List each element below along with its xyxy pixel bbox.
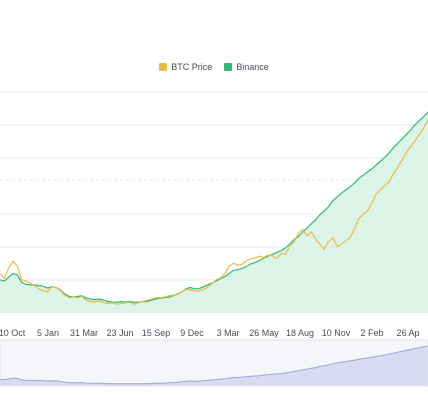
x-tick-label: 23 Jun [106,328,133,338]
x-tick-label: 15 Sep [142,328,171,338]
legend-item-btc[interactable]: BTC Price [159,62,212,72]
x-tick-label: 18 Aug [286,328,314,338]
legend-swatch-btc [159,63,168,71]
x-tick-label: 5 Jan [37,328,59,338]
x-tick-label: 10 Oct [0,328,26,338]
legend: BTC Price Binance [0,62,428,72]
navigator-frame[interactable] [0,339,428,387]
binance-area [0,112,428,313]
series-line-btc [0,119,428,305]
x-tick-label: 10 Nov [322,328,351,338]
legend-item-binance[interactable]: Binance [224,62,269,72]
x-tick-label: 9 Dec [180,328,204,338]
x-tick-label: 2 Feb [360,328,383,338]
legend-label-btc: BTC Price [171,62,213,72]
navigator-area [0,346,428,386]
legend-swatch-binance [224,63,233,71]
x-tick-label: 26 Ap [396,328,419,338]
legend-label-binance: Binance [236,62,269,72]
x-tick-label: 26 May [249,328,279,338]
navigator-line [0,345,428,385]
x-tick-label: 31 Mar [70,328,98,338]
x-tick-label: 3 Mar [216,328,239,338]
